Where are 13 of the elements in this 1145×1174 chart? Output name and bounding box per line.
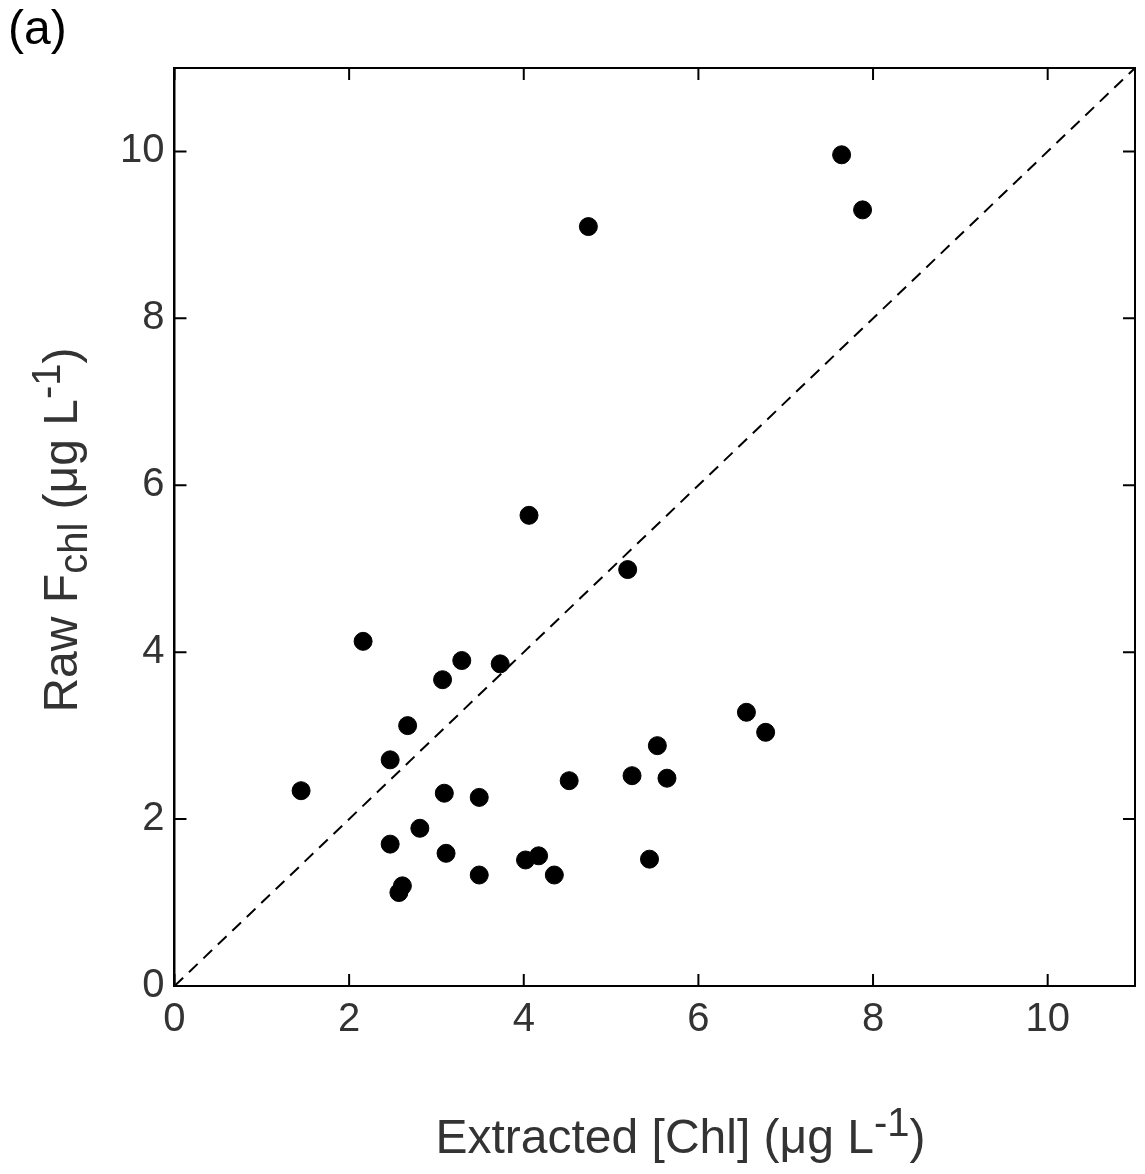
y-tick-label: 4 bbox=[142, 627, 165, 672]
x-axis-title: Extracted [Chl] (μg L$^{-1}$) bbox=[434, 1100, 927, 1164]
chart-title: (a) bbox=[8, 0, 67, 55]
y-tick-label: 2 bbox=[142, 794, 165, 839]
y-tick-label: 0 bbox=[142, 961, 165, 1006]
y-tick-label: 10 bbox=[119, 126, 165, 171]
x-tick-label: 2 bbox=[338, 995, 361, 1040]
x-tick-label: 4 bbox=[512, 995, 535, 1040]
x-tick-label: 8 bbox=[861, 995, 885, 1040]
x-tick-label: 6 bbox=[687, 995, 710, 1040]
y-tick-label: 6 bbox=[142, 460, 165, 505]
y-tick-label: 8 bbox=[142, 293, 165, 338]
x-tick-label: 10 bbox=[1025, 995, 1070, 1040]
